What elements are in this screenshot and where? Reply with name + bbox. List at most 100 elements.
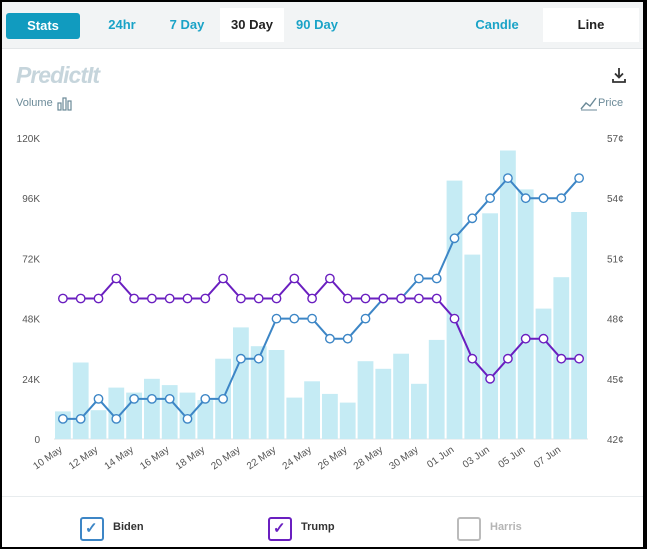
data-point-trump	[289, 273, 300, 284]
data-point-biden	[58, 413, 68, 424]
volume-bar	[322, 393, 338, 439]
x-tick-label: 12 May	[67, 444, 100, 472]
data-point-trump	[75, 293, 86, 304]
data-point-trump	[467, 353, 478, 364]
x-tick-label: 24 May	[281, 444, 314, 472]
x-tick-label: 22 May	[245, 444, 278, 472]
trump-checkbox[interactable]: ✓	[268, 517, 292, 541]
volume-bar	[108, 387, 125, 439]
x-tick-label: 07 Jun	[532, 444, 563, 470]
tab-7-day[interactable]: 7 Day	[169, 17, 205, 32]
data-point-biden	[271, 313, 282, 324]
data-point-biden	[307, 313, 317, 324]
y-right-tick-label: 51¢	[607, 254, 624, 265]
download-icon[interactable]	[608, 64, 630, 86]
volume-bar	[90, 410, 107, 439]
data-point-biden	[182, 413, 193, 424]
y-right-tick-label: 48¢	[607, 315, 624, 326]
stats-button[interactable]: Stats	[6, 13, 80, 39]
volume-bar	[411, 383, 427, 439]
line-chart-icon	[580, 97, 597, 111]
data-point-trump	[574, 353, 584, 364]
data-point-biden	[574, 173, 584, 184]
biden-checkbox[interactable]: ✓	[80, 517, 104, 541]
volume-bar	[535, 308, 552, 439]
toolbar: Stats 24hr 7 Day 30 Day 90 Day Candle Li…	[2, 2, 643, 49]
data-point-trump	[378, 293, 389, 304]
check-icon: ✓	[273, 520, 286, 537]
volume-bar	[304, 381, 320, 439]
data-point-biden	[360, 313, 371, 324]
data-point-biden	[520, 193, 531, 204]
data-point-trump	[413, 293, 424, 304]
data-point-trump	[271, 293, 282, 304]
volume-bar	[268, 350, 285, 439]
data-point-biden	[342, 333, 353, 344]
data-point-trump	[253, 293, 264, 304]
y-right-tick-label: 42¢	[607, 435, 624, 446]
volume-bar	[464, 254, 481, 439]
y-left-tick-label: 96K	[22, 194, 40, 205]
volume-bar	[500, 150, 516, 439]
data-point-biden	[111, 413, 122, 424]
y-left-tick-label: 72K	[22, 254, 40, 265]
y-left-tick-label: 0	[34, 435, 40, 446]
volume-bar	[357, 361, 374, 439]
line-tab[interactable]: Line	[543, 8, 639, 42]
volume-bar	[517, 189, 534, 439]
data-point-trump	[324, 273, 335, 284]
y-left-tick-label: 48K	[22, 315, 40, 326]
x-tick-label: 03 Jun	[461, 444, 492, 470]
data-point-biden	[467, 213, 478, 224]
x-tick-label: 14 May	[103, 444, 136, 472]
data-point-trump	[431, 293, 442, 304]
harris-checkbox[interactable]	[457, 517, 481, 541]
data-point-trump	[449, 313, 460, 324]
check-icon: ✓	[85, 520, 98, 537]
data-point-trump	[307, 293, 317, 304]
y-left-tick-label: 120K	[17, 134, 41, 145]
data-point-trump	[342, 293, 353, 304]
volume-bar	[482, 213, 498, 440]
tab-24hr[interactable]: 24hr	[108, 17, 136, 32]
data-point-trump	[218, 273, 229, 284]
volume-bar	[144, 378, 160, 439]
data-point-biden	[200, 393, 211, 404]
data-point-trump	[396, 293, 406, 304]
data-point-biden	[129, 393, 140, 404]
predictit-logo: PredictIt	[16, 62, 100, 88]
data-point-trump	[520, 333, 531, 344]
data-point-trump	[164, 293, 175, 304]
data-point-biden	[253, 353, 264, 364]
y-right-tick-label: 54¢	[607, 194, 624, 205]
volume-bar	[197, 400, 214, 439]
x-tick-label: 05 Jun	[497, 444, 528, 470]
data-point-biden	[413, 273, 424, 284]
data-point-biden	[538, 193, 549, 204]
data-point-trump	[93, 293, 104, 304]
data-point-biden	[218, 393, 229, 404]
data-point-biden	[93, 393, 104, 404]
data-point-biden	[235, 353, 246, 364]
volume-bar	[250, 346, 267, 439]
price-volume-chart: 0 24K 48K 72K 96K 120K 42¢ 45¢ 48¢ 51¢ 54¢ 57¢ 10 Ma…	[17, 134, 624, 472]
x-tick-label: 18 May	[174, 444, 207, 472]
volume-bar	[233, 327, 249, 439]
data-point-biden	[146, 393, 157, 404]
volume-bar	[72, 362, 89, 439]
data-point-biden	[289, 313, 300, 324]
volume-bar	[446, 180, 463, 439]
x-tick-label: 01 Jun	[425, 444, 456, 470]
data-point-biden	[485, 193, 495, 204]
candle-tab[interactable]: Candle	[475, 17, 519, 32]
tab-30-day[interactable]: 30 Day	[220, 8, 284, 42]
price-axis-label: Price	[598, 97, 624, 109]
x-tick-label: 10 May	[31, 444, 64, 472]
volume-axis-label: Volume	[16, 97, 53, 109]
y-right-tick-label: 57¢	[607, 134, 624, 145]
tab-90-day[interactable]: 90 Day	[296, 17, 338, 32]
data-point-trump	[146, 293, 157, 304]
data-point-trump	[58, 293, 68, 304]
volume-bar	[286, 397, 303, 439]
data-point-trump	[111, 273, 122, 284]
